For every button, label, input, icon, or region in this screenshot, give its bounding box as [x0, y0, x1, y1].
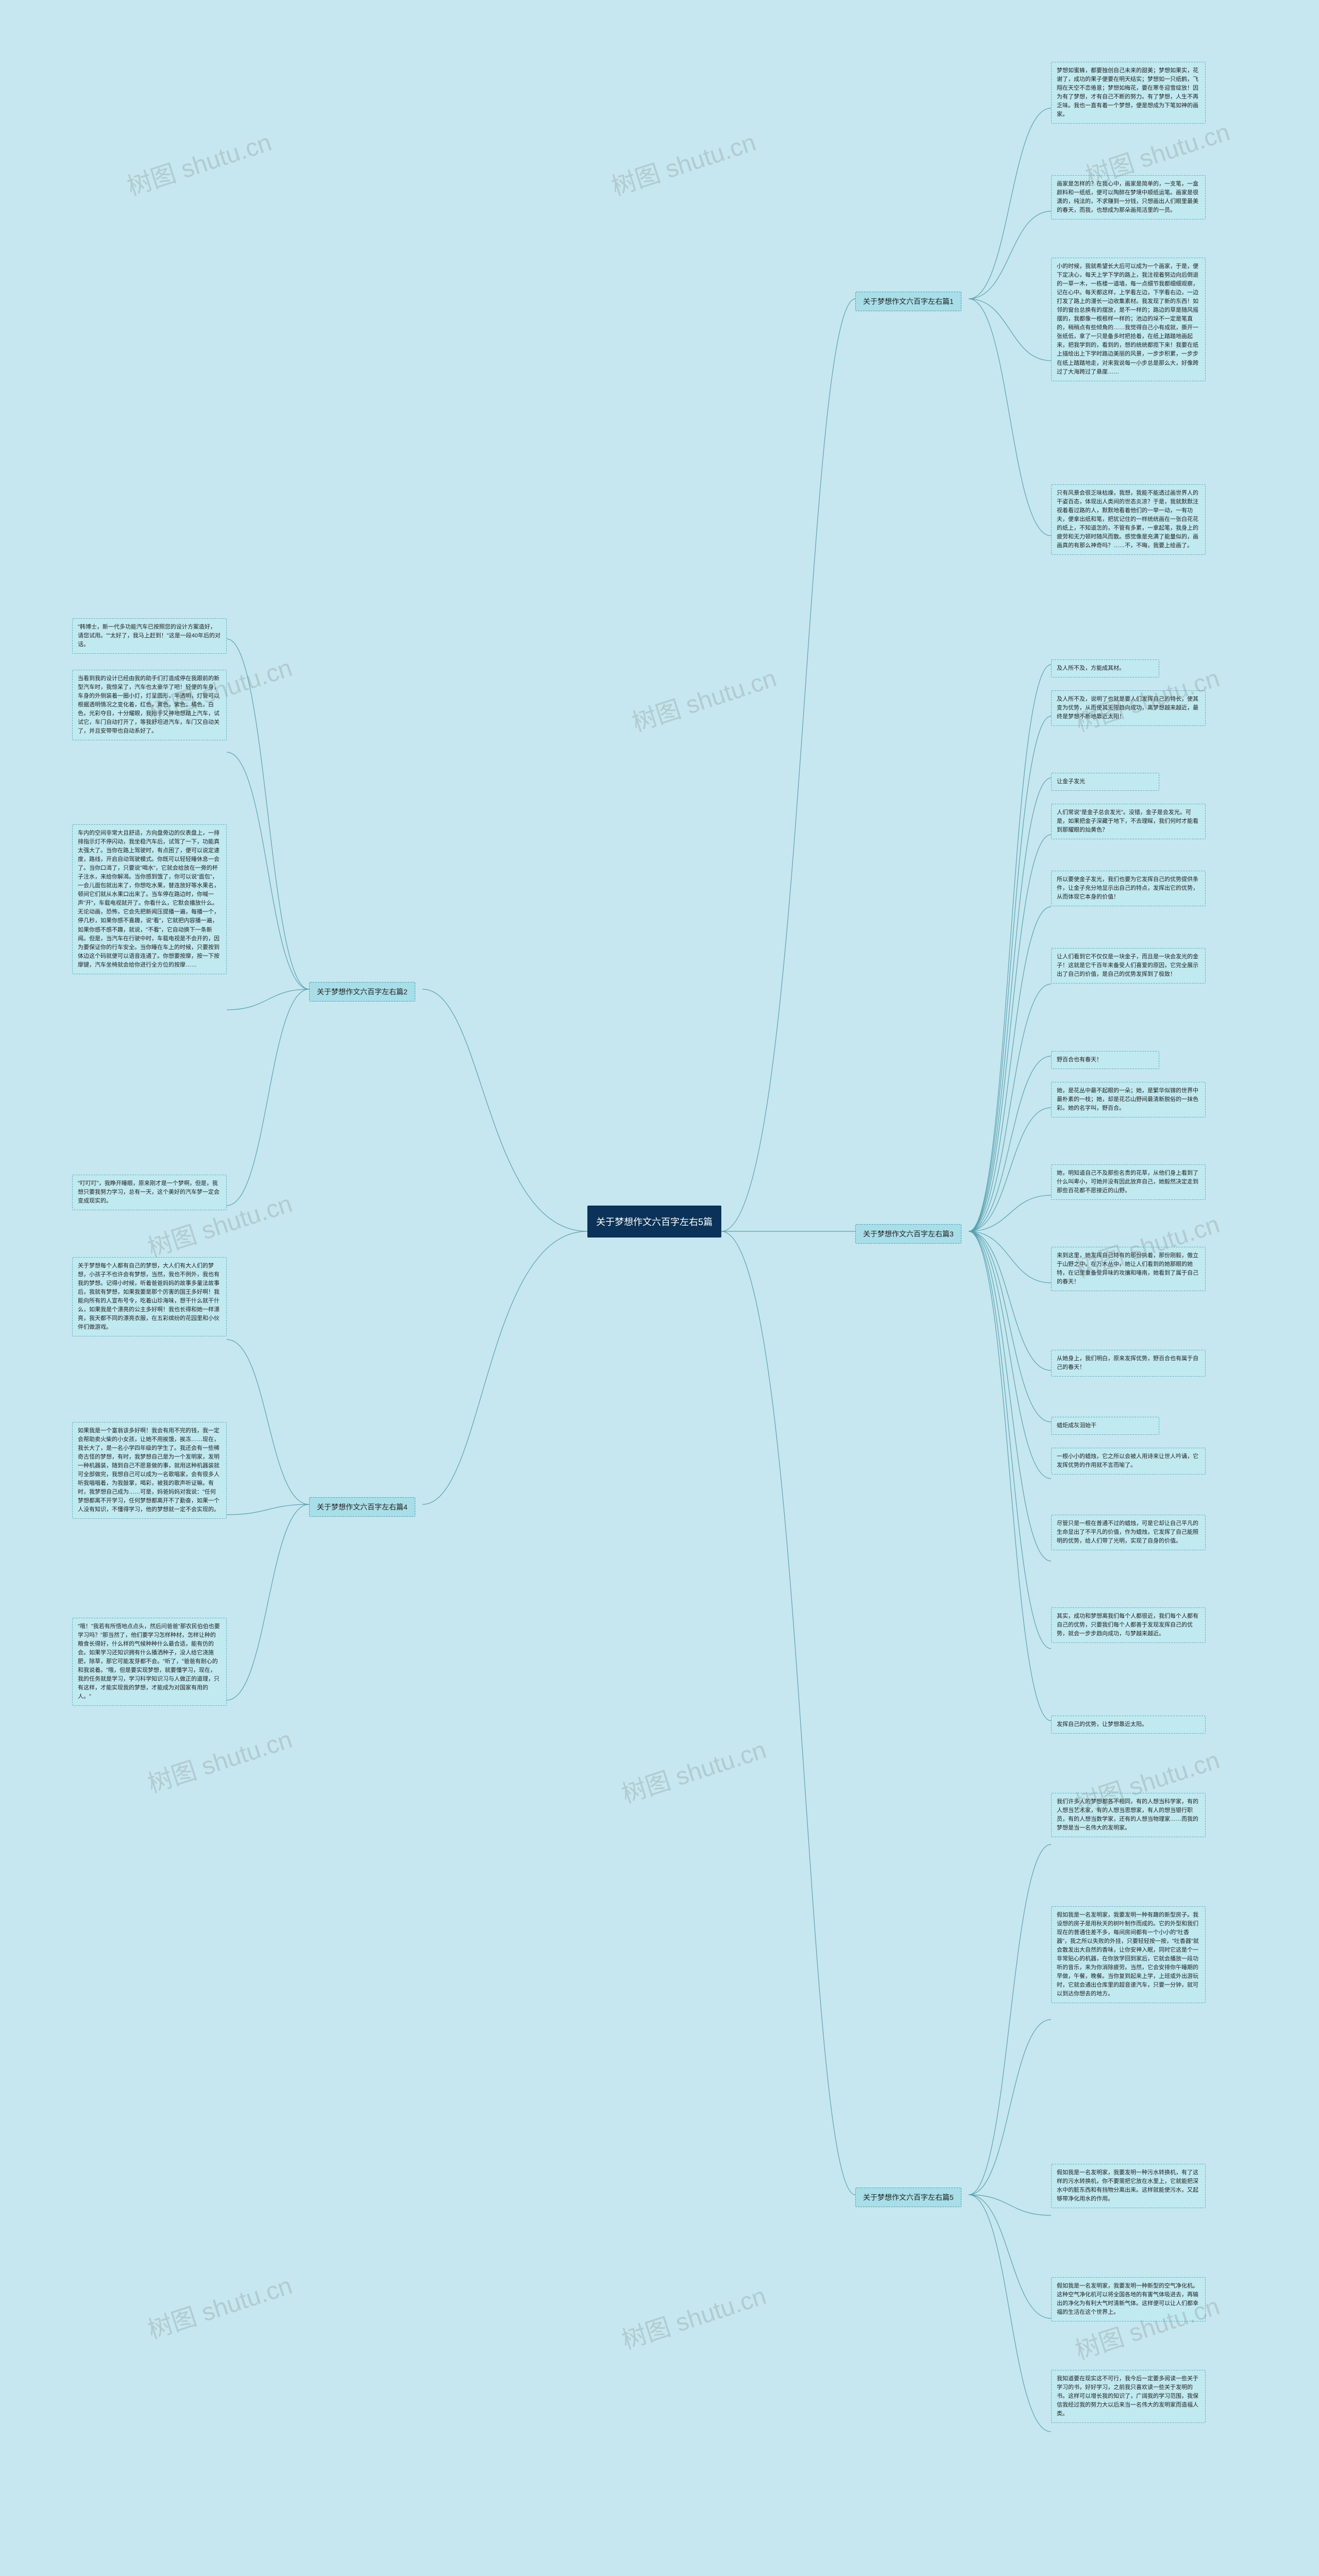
mindmap-container: 关于梦想作文六百字左右5篇 关于梦想作文六百字左右篇1 关于梦想作文六百字左右篇…	[21, 21, 1298, 2576]
leaf-3d: 人们常说"是金子总会发光"。没错，金子是会发光。可是，如果把金子深藏于地下，不去…	[1051, 804, 1206, 839]
leaf-2b: 当看到我的设计已经由我的助手们打造成停在我跟前的新型汽车时，我惊呆了，汽车也太豪…	[72, 670, 227, 740]
leaf-3e: 所以要使金子发光，我们也要为它发挥自己的优势提供条件，让金子充分地显示出自己的特…	[1051, 871, 1206, 906]
leaf-1d: 只有风景会很乏味枯燥，我想，我能不能透过画世界人的干姿百态，体现出人类间的世态炎…	[1051, 484, 1206, 555]
leaf-2a: "韩博士，新一代多功能汽车已按照您的设计方案造好，请您试用。""太好了，我马上赶…	[72, 618, 227, 654]
branch-4: 关于梦想作文六百字左右篇4	[309, 1497, 415, 1517]
leaf-5e: 我知道要在现实这不可行，我今后一定要多阅读一些关于学习的书，好好学习，之前我只喜…	[1051, 2370, 1206, 2423]
leaf-1b: 画家是怎样的？在我心中，画家是简单的，一支笔，一盒颜料和一纸纸，便可以陶醉在梦境…	[1051, 175, 1206, 219]
leaf-3a: 及人所不及，方能成其材。	[1051, 659, 1159, 677]
leaf-3f: 让人们看到它不仅仅是一块金子，而且是一块会发光的金子！这就是它千百年来备受人们喜…	[1051, 948, 1206, 984]
branch-1: 关于梦想作文六百字左右篇1	[855, 292, 961, 311]
leaf-1a: 梦想如蜜蜂，都要独创自己未来的甜美；梦想如果实，花谢了，成功的果子便要在明天结实…	[1051, 62, 1206, 124]
leaf-5a: 我们许多人的梦想都各不相同，有的人想当科学家，有的人想当艺术家，有的人想当思想家…	[1051, 1793, 1206, 1837]
leaf-5b: 假如我是一名发明家，我要发明一种有趣的新型房子。我设想的房子是用秋天的树叶制作而…	[1051, 1906, 1206, 2003]
leaf-1c: 小的时候，我就希望长大后可以成为一个画家，于是，便下定决心，每天上学下学的路上，…	[1051, 258, 1206, 381]
leaf-4b: 如果我是一个富翁该多好啊！我会有用不完的钱，我一定会帮助卖火柴的小女孩，让她不用…	[72, 1422, 227, 1519]
leaf-5d: 假如我是一名发明家，我要发明一种新型的空气净化机。这种空气净化机可以将全国各地的…	[1051, 2277, 1206, 2321]
leaf-4a: 关于梦想每个人都有自己的梦想，大人们有大人们的梦想，小孩子不也许会有梦想，当然，…	[72, 1257, 227, 1336]
leaf-3g: 野百合也有春天！	[1051, 1051, 1159, 1069]
branch-3: 关于梦想作文六百字左右篇3	[855, 1224, 961, 1244]
leaf-3b: 及人所不及，说明了也就是要人们发挥自己的特长，使其变为优势，从而使其无限趋向成功…	[1051, 690, 1206, 726]
leaf-3c: 让金子发光	[1051, 773, 1159, 791]
leaf-3o: 其实，成功和梦想离我们每个人都很近，我们每个人都有自己的优势，只要我们每个人都善…	[1051, 1607, 1206, 1643]
leaf-3p: 发挥自己的优势，让梦想靠近太阳。	[1051, 1716, 1206, 1734]
leaf-3h: 她，是花丛中最不起眼的一朵；她，是繁华似锦的世界中最朴素的一枝；她，却是花芯山野…	[1051, 1082, 1206, 1117]
branch-5: 关于梦想作文六百字左右篇5	[855, 2188, 961, 2207]
leaf-3k: 从她身上，我们明白，原来发挥优势，野百合也有属于自己的春天！	[1051, 1350, 1206, 1377]
leaf-3l: 蜡炬成灰泪始干	[1051, 1417, 1159, 1435]
leaf-2c: 车内的空间非常大且舒适，方向盘旁边的仪表盘上，一排排指示灯不停闪动，我坐稳汽车后…	[72, 824, 227, 974]
leaf-3n: 尽管只是一根在普通不过的蜡烛，可是它却让自己平凡的生命显出了不平凡的价值，作为蜡…	[1051, 1515, 1206, 1550]
leaf-3i: 她，明知道自己不及那些名贵的花草，从他们身上看到了什么叫卑小，可她并没有因此放弃…	[1051, 1164, 1206, 1200]
leaf-3m: 一根小小的蜡烛，它之所以会被人用诗来让世人吟诵，它发挥优势的作用就不言而喻了。	[1051, 1448, 1206, 1475]
leaf-4c: "哦！"我若有所悟地点点头，然后问爸爸"那农民伯伯也要学习吗？"那当然了，他们要…	[72, 1618, 227, 1706]
branch-2: 关于梦想作文六百字左右篇2	[309, 982, 415, 1002]
leaf-5c: 假如我是一名发明家，我要发明一种污水转换机，有了这样的污水转换机，你不要需把它放…	[1051, 2164, 1206, 2208]
root-node: 关于梦想作文六百字左右5篇	[587, 1206, 721, 1238]
leaf-3j: 来到这里，她发挥自己特有的那份执着，那份刚毅，傲立于山野之中。在万木丛中，她让人…	[1051, 1247, 1206, 1291]
leaf-2d: "叮叮叮"，我睁开睡眼，原来刚才是一个梦啊，但是，我想只要我努力学习，总有一天，…	[72, 1175, 227, 1210]
